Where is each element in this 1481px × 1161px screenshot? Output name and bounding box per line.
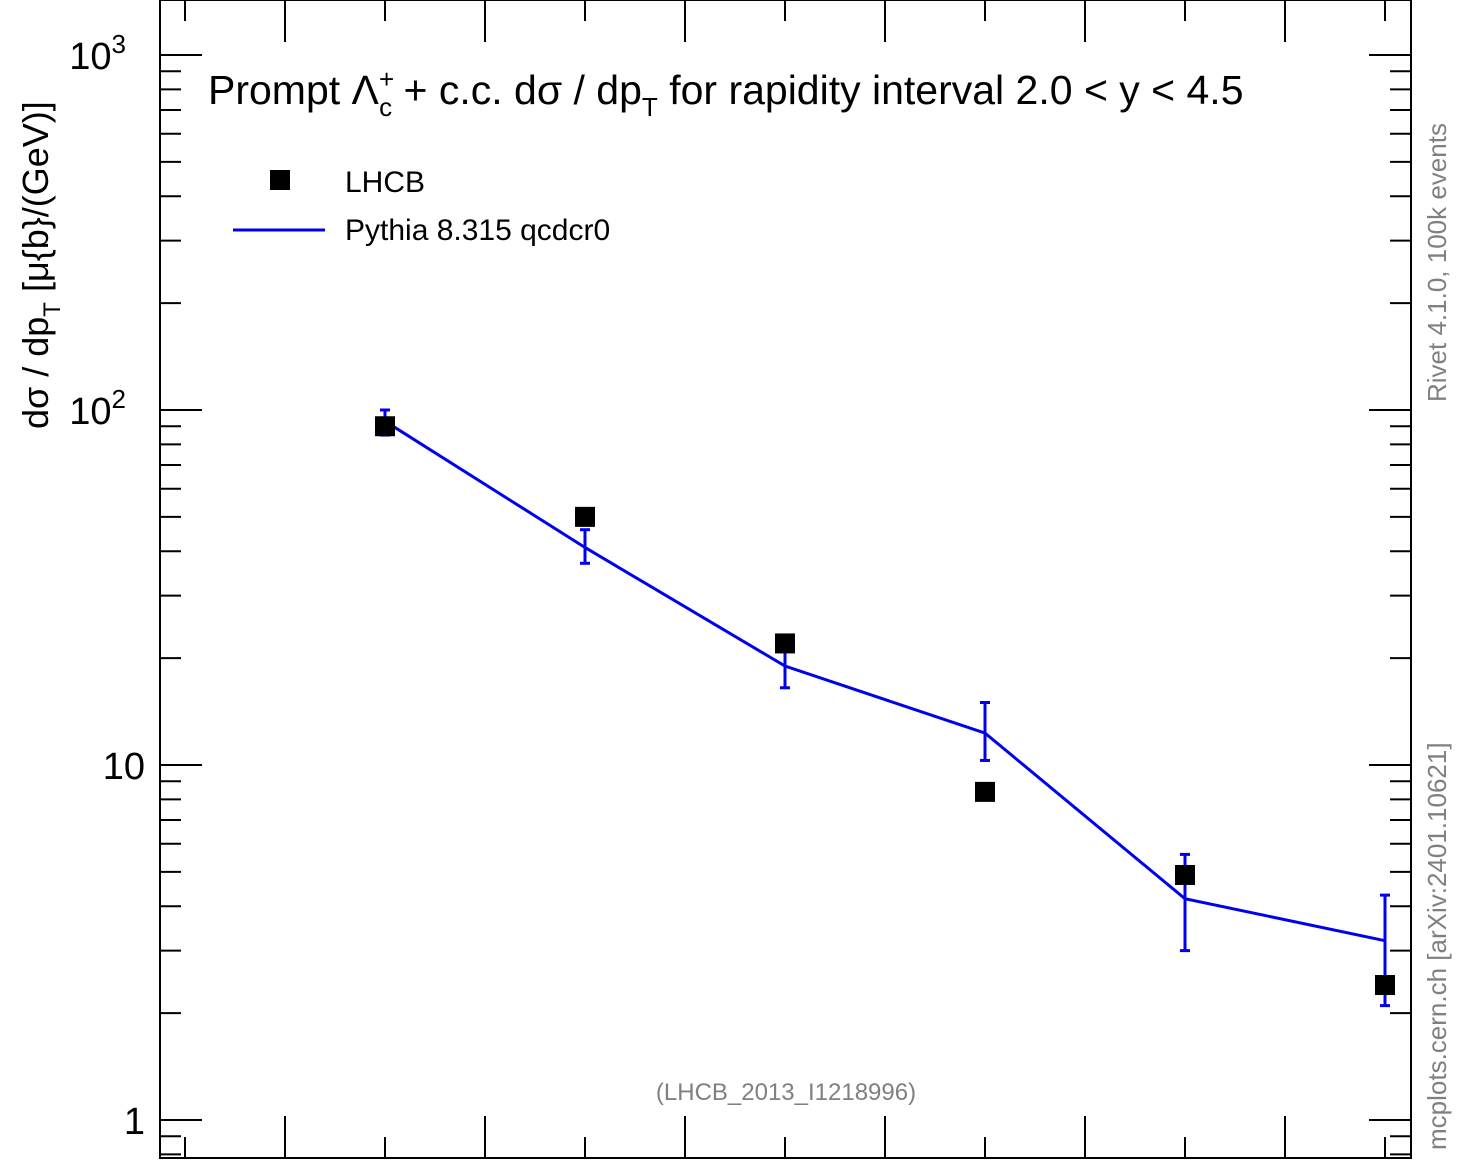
- y-tick-label-base: 10: [103, 746, 145, 788]
- y-tick-label-exponent: 3: [112, 29, 126, 59]
- title-mid: + c.c. dσ / dp: [392, 67, 642, 113]
- lhcb-point: [575, 506, 595, 527]
- lhcb-point: [1375, 975, 1395, 996]
- legend-marker-lhcb: [270, 170, 290, 190]
- y-tick-label-exponent: 2: [112, 384, 126, 414]
- chart-title: Prompt Λ+ c + c.c. dσ / dpT for rapidity …: [208, 64, 1244, 122]
- title-lambda-sub: c: [379, 92, 392, 122]
- legend-label-pythia: Pythia 8.315 qcdcr0: [345, 214, 610, 247]
- y-axis-label-main: dσ / dp: [15, 317, 56, 429]
- rivet-version-label: Rivet 4.1.0, 100k events: [1422, 123, 1452, 402]
- y-axis-label: dσ / dpT [μ{b}/(GeV)]: [15, 101, 66, 429]
- title-lambda-sup: +: [379, 64, 394, 94]
- lhcb-point: [1175, 864, 1195, 885]
- legend-label-lhcb: LHCB: [345, 166, 425, 199]
- mcplots-source-label: mcplots.cern.ch [arXiv:2401.10621]: [1422, 742, 1452, 1150]
- y-tick-label: 1: [124, 1101, 145, 1143]
- lhcb-point: [375, 416, 395, 437]
- y-axis-label-unit: [μ{b}/(GeV)]: [15, 101, 56, 302]
- title-prefix: Prompt: [208, 67, 352, 113]
- lhcb-point: [975, 781, 995, 802]
- x-axis-ticks: [184, 0, 1386, 1158]
- analysis-id-annotation: (LHCB_2013_I1218996): [656, 1079, 916, 1106]
- y-tick-label: 102: [69, 384, 126, 433]
- y-tick-label-base: 10: [69, 36, 111, 78]
- lhcb-point: [775, 633, 795, 654]
- y-tick-label: 10: [103, 746, 145, 788]
- series-pythia: [380, 408, 1390, 1008]
- y-tick-label: 103: [69, 29, 126, 78]
- y-tick-label-base: 10: [69, 391, 111, 433]
- y-tick-label-base: 1: [124, 1101, 145, 1143]
- title-lambda: Λ: [352, 67, 380, 113]
- title-suffix: for rapidity interval 2.0 < y < 4.5: [658, 67, 1244, 113]
- title-mid-sub: T: [642, 92, 658, 122]
- legend: LHCB Pythia 8.315 qcdcr0: [233, 166, 610, 247]
- pythia-line: [384, 419, 1386, 943]
- y-axis-label-sub: T: [39, 302, 66, 317]
- series-lhcb: [375, 416, 1395, 996]
